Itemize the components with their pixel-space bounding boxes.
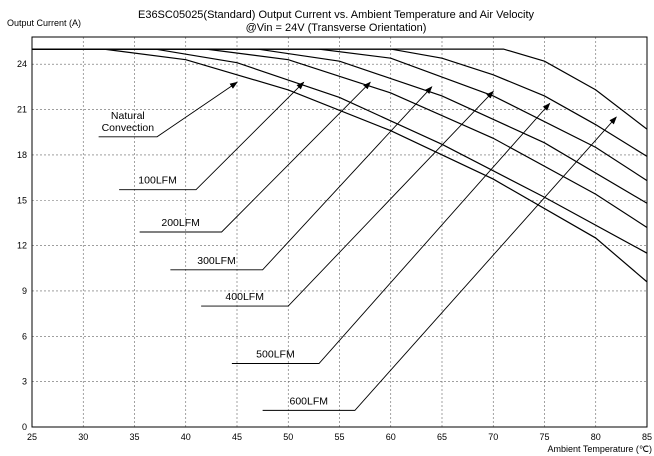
x-tick-label: 40: [181, 432, 191, 442]
y-tick-label: 12: [17, 241, 27, 251]
chart-subtitle: @Vin = 24V (Transverse Orientation): [246, 22, 427, 34]
x-tick-label: 65: [437, 432, 447, 442]
x-tick-label: 35: [129, 432, 139, 442]
series-line: [32, 48, 648, 130]
x-tick-label: 50: [283, 432, 293, 442]
annotation-leader: [201, 90, 494, 307]
annotation-label: 500LFM: [256, 349, 295, 361]
annotation-leader: [262, 116, 617, 411]
chart-title: E36SC05025(Standard) Output Current vs. …: [138, 9, 535, 21]
annotation-leader: [231, 102, 551, 364]
x-tick-label: 25: [27, 432, 37, 442]
x-tick-label: 55: [334, 432, 344, 442]
y-axis-label: Output Current (A): [7, 18, 81, 28]
annotation-label: Convection: [102, 122, 155, 134]
y-tick-label: 21: [17, 105, 27, 115]
annotation-leader: [170, 86, 433, 271]
annotation-label: Natural: [111, 110, 145, 122]
y-tick-label: 6: [22, 331, 27, 341]
x-tick-label: 75: [539, 432, 549, 442]
annotation-leader: [119, 81, 305, 191]
grid: [32, 37, 647, 427]
annotation-label: 100LFM: [138, 175, 177, 187]
x-tick-label: 45: [232, 432, 242, 442]
y-tick-label: 9: [22, 286, 27, 296]
tick-labels: 25 30 35 40 45 50 55 60 65 70 75 80 85 0 3 6 9 12 15 18 21 24: [17, 59, 652, 442]
y-tick-label: 0: [22, 422, 27, 432]
y-tick-label: 24: [17, 59, 27, 69]
annotation-leader: [139, 81, 371, 233]
x-tick-label: 80: [591, 432, 601, 442]
x-tick-label: 70: [488, 432, 498, 442]
annotation-label: 600LFM: [289, 395, 328, 407]
annotation-leader: [98, 81, 238, 138]
annotation-label: 400LFM: [225, 291, 264, 303]
series-lines: [32, 48, 648, 283]
annotation-label: 300LFM: [197, 255, 236, 267]
annotation-label: 200LFM: [161, 217, 200, 229]
x-tick-label: 85: [642, 432, 652, 442]
plot-frame: [31, 36, 648, 428]
x-tick-label: 30: [78, 432, 88, 442]
y-tick-label: 15: [17, 195, 27, 205]
x-tick-label: 60: [386, 432, 396, 442]
series-line: [32, 48, 648, 283]
y-tick-label: 18: [17, 150, 27, 160]
x-axis-label: Ambient Temperature (℃): [548, 444, 652, 454]
y-tick-label: 3: [22, 377, 27, 387]
